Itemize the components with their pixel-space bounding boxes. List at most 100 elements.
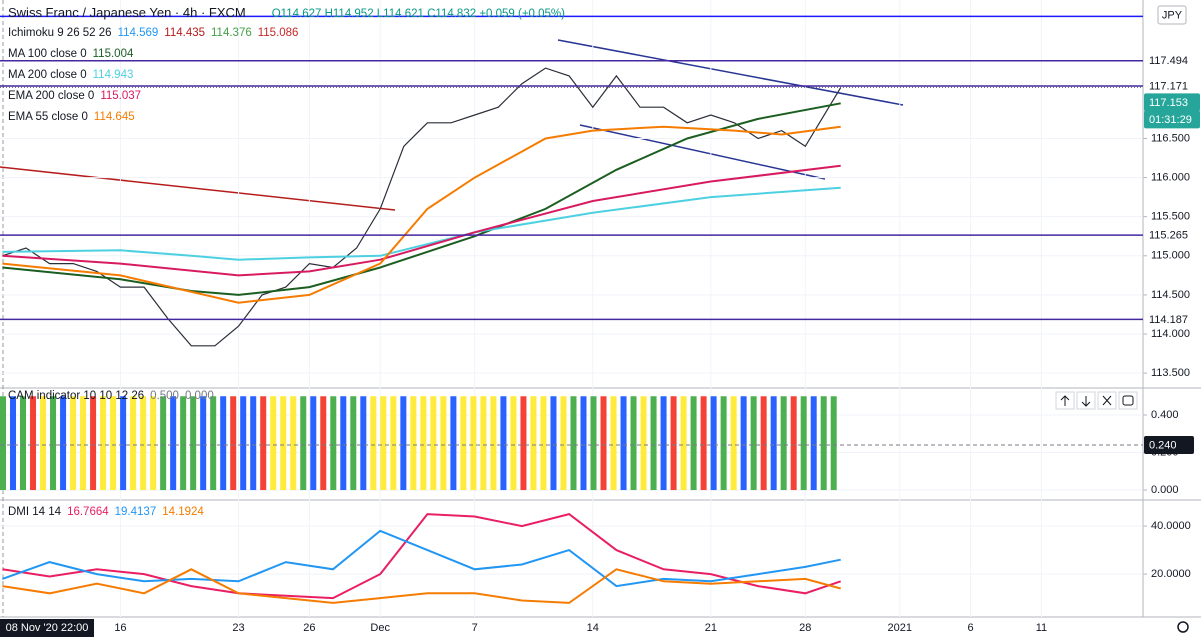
cam-bar: [630, 396, 637, 491]
level-label-box: [1144, 226, 1200, 245]
cam-bar: [550, 396, 557, 491]
legend-value: 114.569: [117, 27, 159, 39]
indicator-name: Ichimoku 9 26 52 26: [8, 27, 112, 39]
series-line: [2, 568, 841, 604]
x-tick-label: 26: [303, 622, 315, 634]
marker-label: 0.240: [1149, 439, 1177, 451]
cam-bar: [690, 396, 697, 491]
level-label-box: [1144, 310, 1200, 329]
cam-bar: [570, 396, 577, 491]
pane-buttons: [1055, 391, 1138, 410]
series-line: [2, 164, 841, 277]
cam-bar: [140, 396, 147, 491]
settings-icon[interactable]: [1177, 621, 1189, 633]
cam-bar: [340, 396, 347, 491]
y-tick-label: 0.000: [1151, 484, 1179, 496]
cam-bar: [100, 396, 107, 491]
cam-bar: [810, 396, 817, 491]
y-tick-label: 40.0000: [1151, 520, 1191, 532]
cam-bar: [750, 396, 757, 491]
y-tick-label: 114.000: [1151, 328, 1190, 340]
up-icon: [1060, 395, 1070, 406]
countdown-box: [1144, 110, 1200, 129]
legend-value: 19.4137: [114, 506, 157, 518]
ma-legend: MA 100 close 0 115.004 MA 200 close 0 114.9…: [8, 44, 571, 128]
cam-bar: [820, 396, 827, 491]
cam-bar: [160, 396, 167, 491]
y-tick-label: 116.000: [1151, 171, 1190, 183]
level-label: 117.494: [1149, 55, 1188, 67]
cam-bar: [650, 396, 657, 491]
level-label-box: [1144, 76, 1200, 95]
cam-bar: [280, 396, 287, 491]
cam-bar: [330, 396, 337, 491]
cam-bar: [490, 396, 497, 491]
maximize-button[interactable]: [1118, 391, 1138, 410]
cam-bar: [800, 396, 807, 491]
cam-bar: [770, 396, 777, 491]
dmi-legend: DMI 14 14 16.7664 19.4137 14.1924: [8, 506, 210, 518]
cam-bar: [260, 396, 267, 491]
cam-bar: [610, 396, 617, 491]
legend-value: 115.086: [257, 27, 299, 39]
cam-bar: [70, 396, 77, 491]
cam-bar: [350, 396, 357, 491]
currency-label[interactable]: JPY: [1162, 9, 1183, 21]
cam-bar: [420, 396, 427, 491]
cam-bar: [460, 396, 467, 491]
cam-bar: [520, 396, 527, 491]
level-label: 115.265: [1149, 229, 1188, 241]
cam-bar: [240, 396, 247, 491]
cam-bar: [760, 396, 767, 491]
legend-row: MA 200 close 0 114.943: [8, 65, 571, 86]
cam-bar: [360, 396, 367, 491]
cam-bar: [40, 396, 47, 491]
cam-bar: [540, 396, 547, 491]
cam-bar: [310, 396, 317, 491]
cam-bar: [440, 396, 447, 491]
last-price-label-box: [1144, 93, 1200, 112]
cam-bar: [300, 396, 307, 491]
cam-bar: [380, 396, 387, 491]
cam-bar: [130, 396, 137, 491]
cam-bar: [720, 396, 727, 491]
legend-value: 0.000: [184, 390, 214, 402]
cam-bar: [560, 396, 567, 491]
x-tick-label: 7: [472, 622, 478, 634]
cam-bar: [180, 396, 187, 491]
cam-bar: [660, 396, 667, 491]
trend-line: [0, 166, 396, 211]
trend-line: [557, 39, 904, 106]
y-tick-label: 115.500: [1151, 211, 1190, 223]
series-name: MA 100 close 0: [8, 48, 87, 60]
main-legend: Swiss Franc / Japanese Yen · 4h · FXCM O1…: [8, 2, 571, 128]
cam-bar: [110, 396, 117, 491]
trend-line: [579, 124, 826, 180]
cam-bar: [830, 396, 837, 491]
x-tick-label: 16: [114, 622, 126, 634]
cam-bar: [400, 396, 407, 491]
down-icon: [1081, 396, 1091, 407]
cam-bar: [60, 396, 67, 491]
cam-bar: [120, 396, 127, 491]
cam-bar: [170, 396, 177, 491]
y-tick-label: 0.400: [1151, 409, 1179, 421]
y-tick-label: 114.500: [1151, 289, 1190, 301]
cam-bar: [730, 396, 737, 491]
series-line: [2, 67, 842, 347]
marker-label-box: [1144, 436, 1194, 455]
legend-row: MA 100 close 0 115.004: [8, 44, 571, 65]
cam-bar: [740, 396, 747, 491]
cam-bar: [510, 396, 517, 491]
symbol-title: Swiss Franc / Japanese Yen · 4h · FXCM: [8, 5, 246, 20]
cam-bar: [10, 396, 17, 491]
close-icon: [1102, 395, 1112, 406]
cam-bar: [580, 396, 587, 491]
x-tick-label: 14: [587, 622, 599, 634]
currency-button[interactable]: [1157, 5, 1187, 25]
x-tick-label: 2021: [888, 622, 912, 634]
cam-bar: [480, 396, 487, 491]
cam-bar: [450, 396, 457, 491]
